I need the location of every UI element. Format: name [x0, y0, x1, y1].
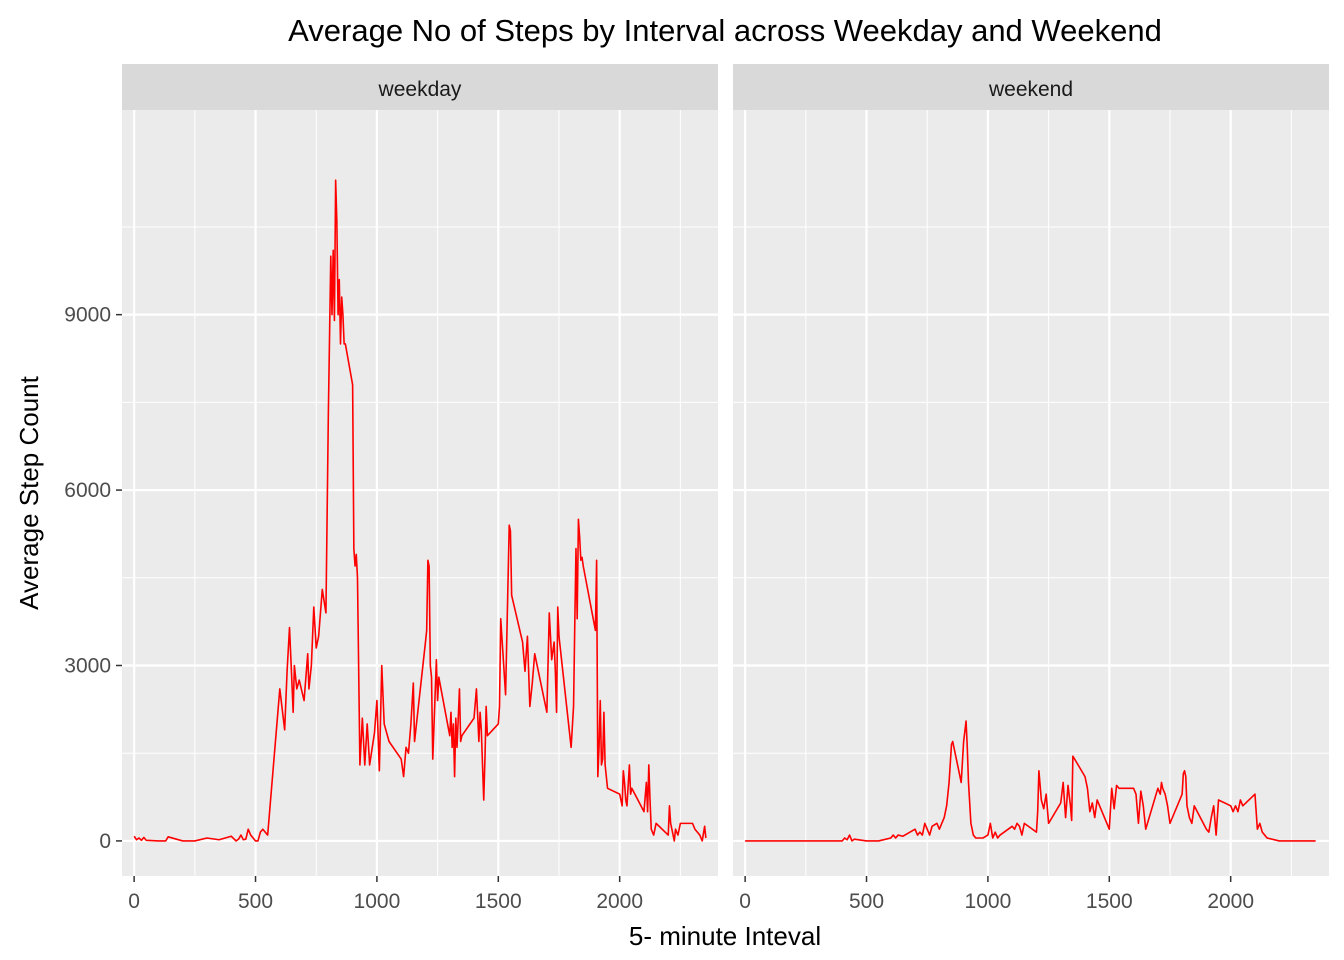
series-line-weekend	[745, 720, 1316, 842]
y-tick-label: 0	[99, 830, 111, 853]
facet-panel-weekday: weekday 0 500 1000 1500 2000 0 3000 6000 9000	[64, 64, 718, 913]
y-tick-label: 3000	[64, 654, 111, 677]
panel-background	[122, 110, 718, 876]
x-tick-label: 500	[238, 890, 273, 913]
y-tick-label: 9000	[64, 304, 111, 327]
facet-strip-label: weekday	[378, 78, 462, 101]
x-tick-label: 0	[739, 890, 751, 913]
y-tick-label: 6000	[64, 479, 111, 502]
x-tick-label: 1500	[475, 890, 522, 913]
x-tick-label: 0	[128, 890, 140, 913]
y-axis-title: Average Step Count	[14, 375, 44, 609]
series-line-weekday	[133, 179, 707, 842]
x-tick-label: 2000	[596, 890, 643, 913]
chart-title: Average No of Steps by Interval across W…	[288, 13, 1162, 48]
facet-strip-label: weekend	[988, 78, 1073, 101]
x-tick-label: 1000	[965, 890, 1012, 913]
x-tick-label: 1000	[354, 890, 401, 913]
panel-background	[733, 110, 1329, 876]
x-axis-title: 5- minute Inteval	[629, 921, 821, 951]
x-tick-label: 500	[849, 890, 884, 913]
facet-strip	[122, 64, 718, 110]
facet-strip	[733, 64, 1329, 110]
x-tick-label: 1500	[1086, 890, 1133, 913]
facet-panel-weekend: weekend 0 500 1000 1500 2000	[733, 64, 1329, 913]
x-tick-label: 2000	[1207, 890, 1254, 913]
